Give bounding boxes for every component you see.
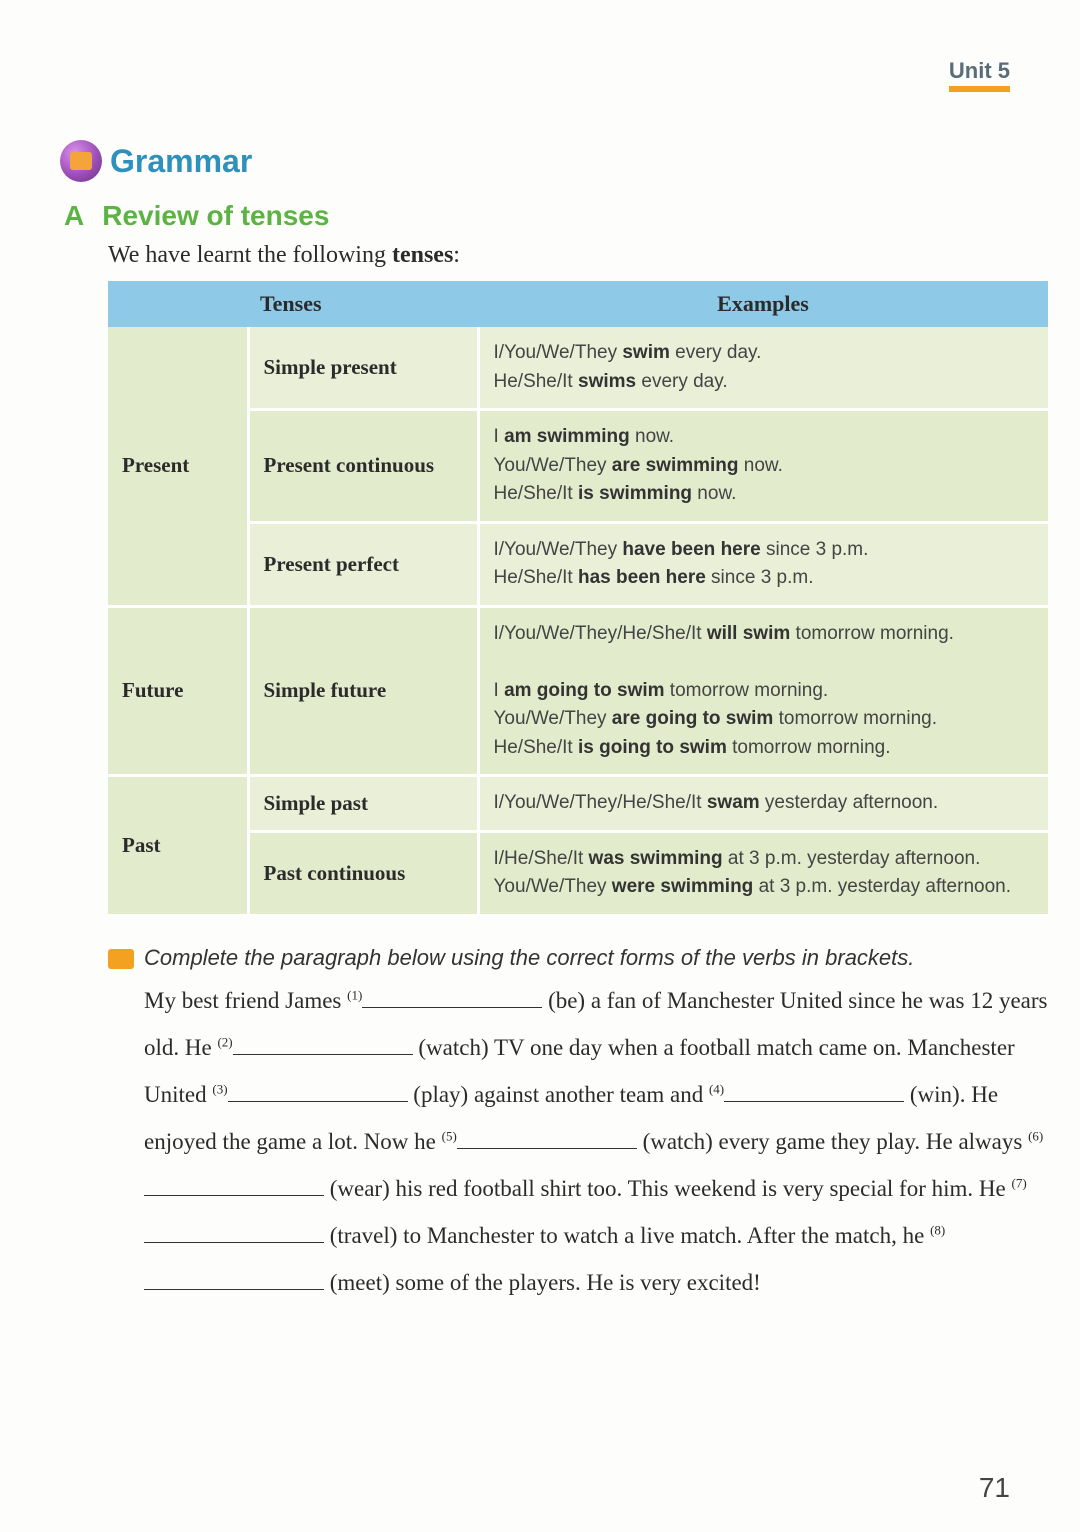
example-cell: I am swimming now.You/We/They are swimmi… — [478, 410, 1048, 523]
puzzle-icon — [60, 140, 102, 182]
exercise-block: Complete the paragraph below using the c… — [108, 945, 1048, 1307]
page-number: 71 — [979, 1472, 1010, 1504]
tense-cell: Simple past — [248, 776, 478, 832]
subsection-letter: A — [64, 200, 84, 232]
bullet-icon — [108, 949, 134, 969]
th-examples: Examples — [478, 281, 1048, 327]
unit-label: Unit 5 — [949, 58, 1010, 92]
tense-cell: Past continuous — [248, 831, 478, 915]
category-cell: Past — [108, 776, 248, 916]
exercise-paragraph: My best friend James (1) (be) a fan of M… — [144, 977, 1048, 1307]
tense-cell: Simple future — [248, 606, 478, 776]
tense-cell: Present continuous — [248, 410, 478, 523]
tense-cell: Present perfect — [248, 522, 478, 606]
example-cell: I/You/We/They swim every day.He/She/It s… — [478, 327, 1048, 410]
category-cell: Future — [108, 606, 248, 776]
example-cell: I/You/We/They/He/She/It swam yesterday a… — [478, 776, 1048, 832]
tense-cell: Simple present — [248, 327, 478, 410]
category-cell: Present — [108, 327, 248, 606]
th-blank — [108, 281, 248, 327]
example-cell: I/You/We/They/He/She/It will swim tomorr… — [478, 606, 1048, 776]
tenses-table: Tenses Examples PresentSimple presentI/Y… — [108, 281, 1048, 917]
section-title: Grammar — [110, 143, 252, 180]
th-tenses: Tenses — [248, 281, 478, 327]
subsection-title: Review of tenses — [102, 200, 329, 232]
subsection-heading: A Review of tenses — [64, 200, 1020, 232]
intro-text: We have learnt the following tenses: — [108, 242, 1020, 269]
example-cell: I/He/She/It was swimming at 3 p.m. yeste… — [478, 831, 1048, 915]
exercise-instruction: Complete the paragraph below using the c… — [144, 945, 914, 971]
section-header: Grammar — [60, 140, 1020, 182]
example-cell: I/You/We/They have been here since 3 p.m… — [478, 522, 1048, 606]
